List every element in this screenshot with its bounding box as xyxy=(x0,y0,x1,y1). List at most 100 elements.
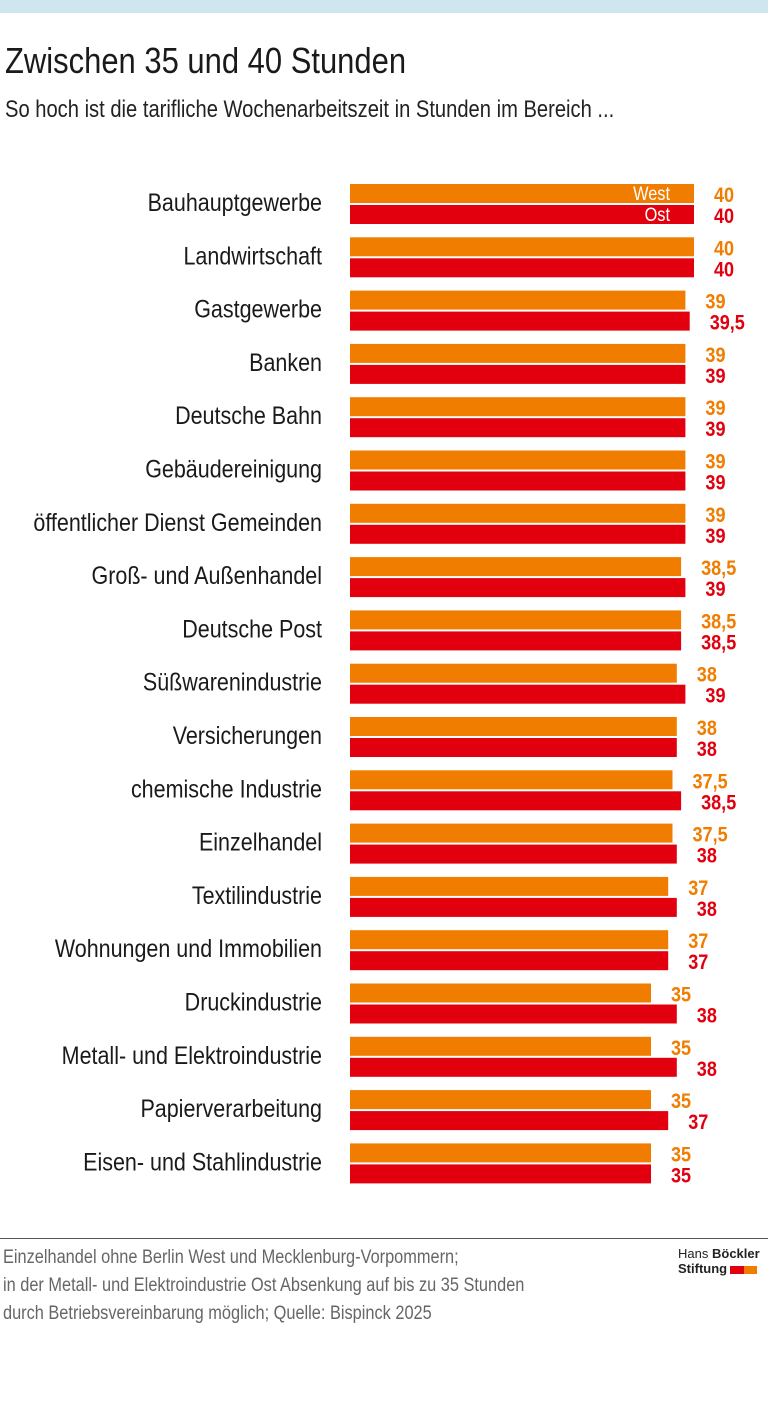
footnote-line: in der Metall- und Elektroindustrie Ost … xyxy=(3,1275,525,1296)
category-label: Eisen- und Stahlindustrie xyxy=(83,1148,322,1176)
bar-ost xyxy=(350,205,694,224)
bar-ost xyxy=(350,1004,677,1024)
value-label: 38,5 xyxy=(701,557,736,581)
category-label: Deutsche Bahn xyxy=(175,402,322,430)
logo-text: Hans xyxy=(678,1246,709,1261)
bar-west xyxy=(350,823,673,843)
category-label: Bauhauptgewerbe xyxy=(148,188,322,216)
category-label: Gastgewerbe xyxy=(194,295,322,323)
value-label: 40 xyxy=(714,258,734,282)
bar-ost xyxy=(350,524,686,544)
value-label: 35 xyxy=(671,1090,691,1114)
value-label: 39 xyxy=(705,450,725,474)
value-label: 38 xyxy=(697,738,717,762)
value-label: 40 xyxy=(714,205,734,229)
bar-ost xyxy=(350,951,669,971)
bar-ost xyxy=(350,1057,677,1077)
bar-west xyxy=(350,1036,651,1056)
category-label: chemische Industrie xyxy=(131,775,322,803)
value-label: 37,5 xyxy=(693,770,728,794)
category-label: Gebäudereinigung xyxy=(145,455,322,483)
footnote-line: durch Betriebsvereinbarung möglich; Quel… xyxy=(3,1303,432,1324)
value-label: 37 xyxy=(688,877,708,901)
legend-label: Ost xyxy=(645,204,670,225)
value-label: 39 xyxy=(705,397,725,421)
value-label: 38 xyxy=(697,1004,717,1028)
value-label: 39 xyxy=(705,684,725,708)
bar-ost xyxy=(350,418,686,438)
category-label: Banken xyxy=(249,348,322,376)
category-label: öffentlicher Dienst Gemeinden xyxy=(33,508,322,536)
top-band xyxy=(0,0,768,13)
bar-west xyxy=(350,450,686,470)
bar-ost xyxy=(350,364,686,384)
bar-ost xyxy=(350,1164,651,1184)
value-label: 39 xyxy=(705,578,725,602)
bar-west xyxy=(350,1143,651,1163)
bar-west xyxy=(350,557,682,577)
bar-west xyxy=(350,237,694,257)
bar-west xyxy=(350,610,682,630)
logo-text: Stiftung xyxy=(678,1261,728,1276)
value-label: 35 xyxy=(671,1037,691,1061)
value-label: 38 xyxy=(697,1058,717,1082)
value-label: 39 xyxy=(705,418,725,442)
category-label: Papierverarbeitung xyxy=(140,1095,322,1123)
category-label: Textilindustrie xyxy=(192,881,322,909)
value-label: 39 xyxy=(705,504,725,528)
bar-west xyxy=(350,770,673,790)
logo-text: Böckler xyxy=(711,1246,760,1261)
value-label: 38 xyxy=(697,663,717,687)
value-label: 40 xyxy=(714,184,734,208)
bar-west xyxy=(350,290,686,310)
bar-west xyxy=(350,343,686,363)
bar-ost xyxy=(350,684,686,704)
category-label: Druckindustrie xyxy=(185,988,322,1016)
bar-west xyxy=(350,663,677,683)
category-label: Süßwarenindustrie xyxy=(143,668,322,696)
bar-west xyxy=(350,983,651,1003)
footnote: Einzelhandel ohne Berlin West und Meckle… xyxy=(3,1244,524,1328)
subtitle: So hoch ist die tarifliche Wochenarbeits… xyxy=(5,96,615,123)
bar-west xyxy=(350,503,686,523)
bar-west xyxy=(350,930,669,950)
value-label: 38 xyxy=(697,898,717,922)
divider xyxy=(0,1238,768,1239)
bar-ost xyxy=(350,844,677,864)
bar-ost xyxy=(350,1111,669,1131)
value-label: 38 xyxy=(697,717,717,741)
value-label: 35 xyxy=(671,983,691,1007)
bar-chart: Bauhauptgewerbe 40 West 40 Ost Landwirtschaft… xyxy=(33,183,745,1188)
value-label: 38,5 xyxy=(701,631,736,655)
value-label: 39 xyxy=(705,290,725,314)
category-label: Versicherungen xyxy=(173,721,322,749)
bar-ost xyxy=(350,578,686,598)
bar-ost xyxy=(350,311,690,331)
value-label: 37 xyxy=(688,930,708,954)
bar-ost xyxy=(350,631,682,651)
value-label: 37 xyxy=(688,951,708,975)
category-label: Deutsche Post xyxy=(182,615,322,643)
logo-mark-orange xyxy=(744,1265,758,1274)
bar-ost xyxy=(350,897,677,917)
bar-west xyxy=(350,717,677,736)
value-label: 35 xyxy=(671,1164,691,1188)
value-label: 38,5 xyxy=(701,791,736,815)
bar-ost xyxy=(350,738,677,757)
category-label: Metall- und Elektroindustrie xyxy=(62,1041,322,1069)
logo: Hans Böckler Stiftung xyxy=(678,1246,760,1276)
value-label: 35 xyxy=(671,1143,691,1167)
logo-mark-red xyxy=(730,1265,745,1274)
value-label: 39 xyxy=(705,471,725,495)
bar-west xyxy=(350,184,694,203)
value-label: 40 xyxy=(714,237,734,261)
footnote-line: Einzelhandel ohne Berlin West und Meckle… xyxy=(3,1247,459,1268)
value-label: 38,5 xyxy=(701,610,736,634)
category-label: Groß- und Außenhandel xyxy=(92,562,322,590)
category-label: Wohnungen und Immobilien xyxy=(55,935,322,963)
category-label: Einzelhandel xyxy=(199,828,322,856)
value-label: 39 xyxy=(705,525,725,549)
page-title: Zwischen 35 und 40 Stunden xyxy=(5,40,407,81)
bar-ost xyxy=(350,471,686,491)
bar-west xyxy=(350,397,686,417)
